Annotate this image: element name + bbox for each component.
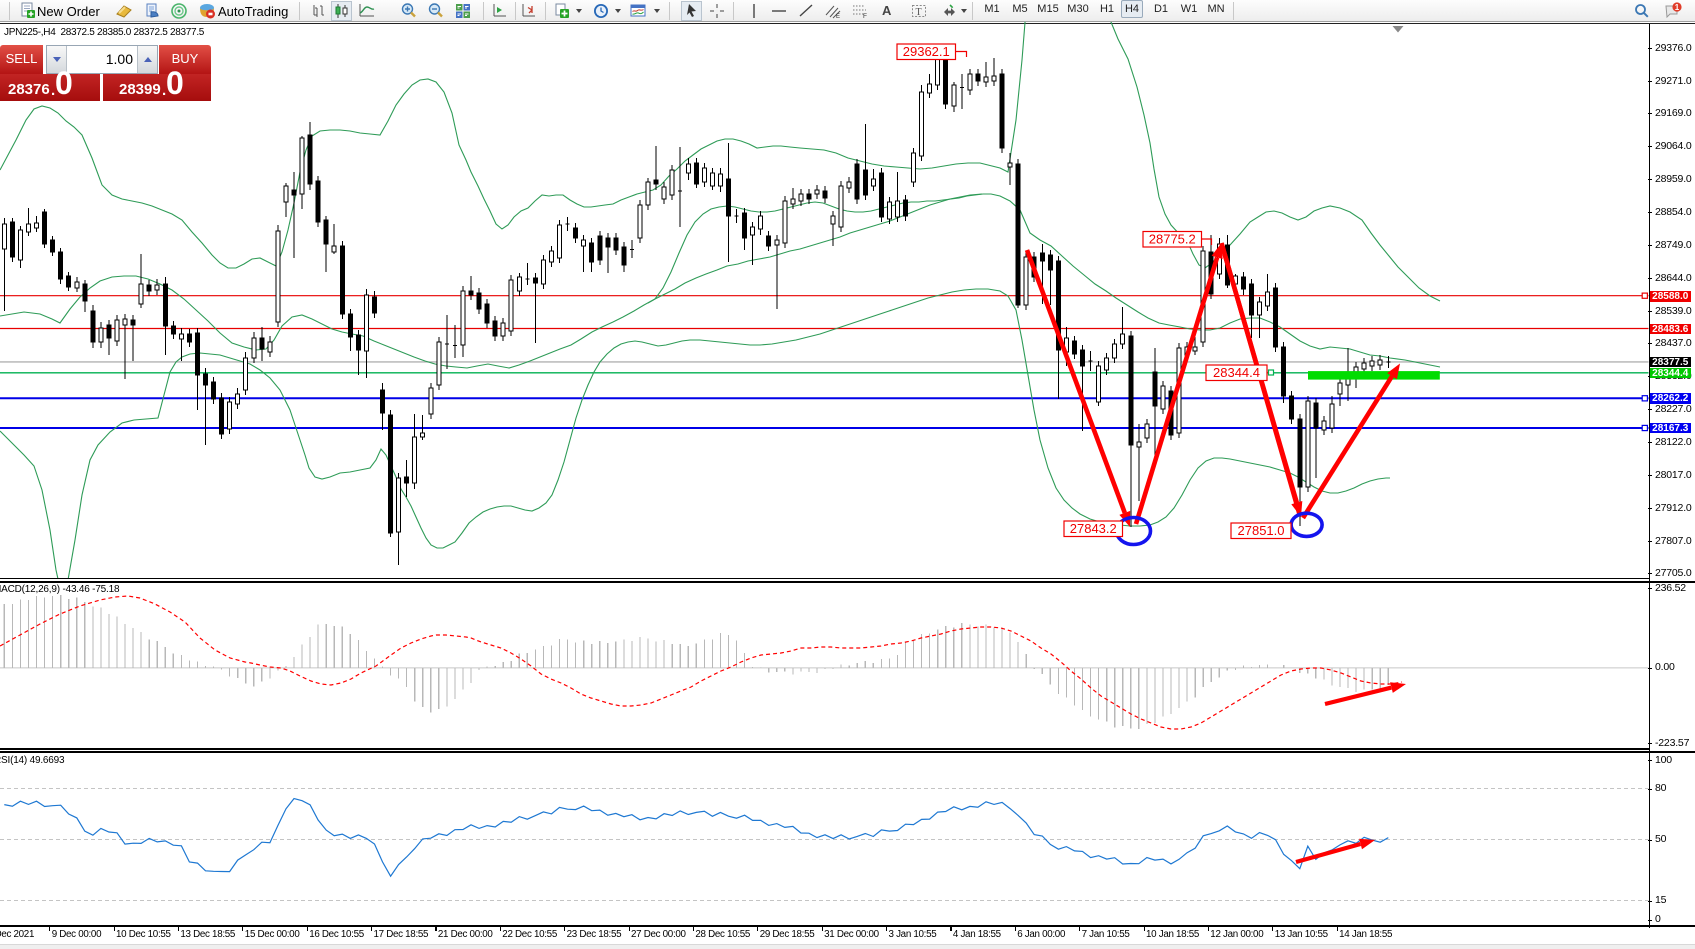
svg-text:1: 1 xyxy=(1675,3,1680,12)
svg-text:E: E xyxy=(836,14,840,20)
svg-text:27851.0: 27851.0 xyxy=(1238,523,1285,538)
svg-text:28344.4: 28344.4 xyxy=(1213,365,1260,380)
svg-text:F: F xyxy=(863,13,867,20)
svg-text:27843.2: 27843.2 xyxy=(1070,521,1117,536)
svg-text:29362.1: 29362.1 xyxy=(903,44,950,59)
svg-text:T: T xyxy=(916,7,922,18)
svg-text:28775.2: 28775.2 xyxy=(1149,232,1196,247)
